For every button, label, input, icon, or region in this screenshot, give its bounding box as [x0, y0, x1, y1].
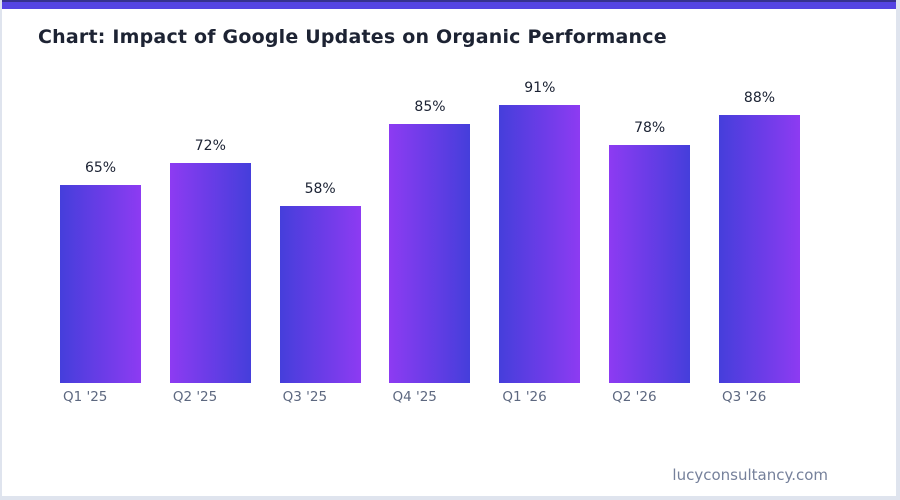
bar-value-label: 72%	[194, 138, 226, 154]
x-axis-label: Q4 '25	[392, 389, 437, 405]
bar	[389, 124, 471, 383]
x-axis-label: Q1 '26	[502, 389, 547, 405]
bar-column: 91%	[499, 78, 581, 383]
x-axis-label: Q1 '25	[63, 389, 108, 405]
x-axis-label: Q3 '25	[282, 389, 328, 405]
bar	[169, 163, 251, 383]
top-accent-bar	[2, 0, 896, 9]
bar-column: 85%	[389, 78, 471, 383]
x-axis-label: Q2 '26	[612, 389, 657, 405]
bar-value-label: 88%	[743, 90, 776, 106]
bar	[279, 206, 361, 383]
bar-value-label: 65%	[84, 160, 117, 176]
bar	[499, 105, 581, 383]
bar-value-label: 91%	[524, 80, 556, 96]
footer-watermark: lucyconsultancy.com	[672, 466, 828, 484]
bar-value-label: 58%	[304, 181, 336, 197]
bar-column: 78%	[609, 78, 691, 383]
bar-value-label: 78%	[634, 120, 666, 136]
bar-value-label: 85%	[414, 99, 446, 115]
bar-column: 88%	[718, 78, 800, 383]
x-axis-label: Q2 '25	[172, 389, 218, 405]
bar-column: 58%	[279, 78, 361, 383]
x-axis-labels: Q1 '25 Q2 '25 Q3 '25 Q4 '25 Q1 '26 Q2 '26 Q3 '…	[60, 389, 800, 405]
bar	[609, 145, 691, 383]
chart-title: Chart: Impact of Google Updates on Organ…	[38, 26, 667, 48]
x-axis-label: Q3 '26	[721, 389, 767, 405]
bar	[718, 115, 800, 383]
bar-columns: 65% 72% 58% 85% 91% 78% 88%	[60, 78, 800, 383]
bar-column: 72%	[169, 78, 251, 383]
bar	[60, 185, 141, 383]
bar-chart: 65% 72% 58% 85% 91% 78% 88% Q1 '25 Q2 '25 Q3 '25…	[60, 78, 800, 405]
bar-column: 65%	[60, 78, 141, 383]
